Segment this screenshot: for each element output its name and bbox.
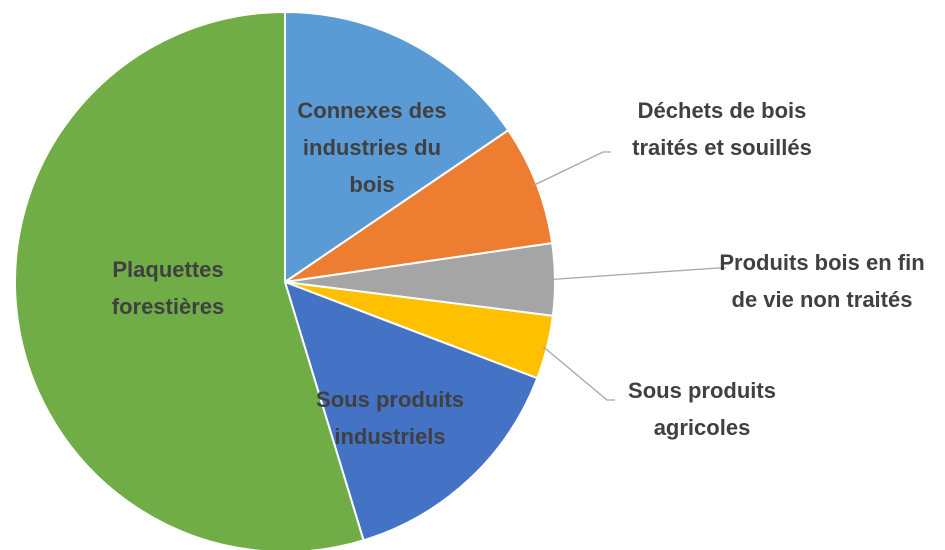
pie-slice bbox=[14, 10, 365, 550]
slice-label: Déchets de bois traités et souillés bbox=[632, 98, 812, 160]
slice-label: Produits bois en fin de vie non traités bbox=[719, 250, 925, 312]
leader-line bbox=[550, 267, 726, 281]
slice-label: Plaquettes forestières bbox=[111, 257, 225, 319]
slice-label: Sous produits agricoles bbox=[628, 378, 776, 440]
pie-slice bbox=[284, 10, 510, 284]
leader-line bbox=[532, 151, 611, 187]
leader-line bbox=[542, 346, 615, 401]
slice-label: Connexes des industries du bois bbox=[297, 98, 447, 197]
slice-label: Sous produits industriels bbox=[316, 387, 464, 449]
pie-slice bbox=[283, 280, 539, 542]
